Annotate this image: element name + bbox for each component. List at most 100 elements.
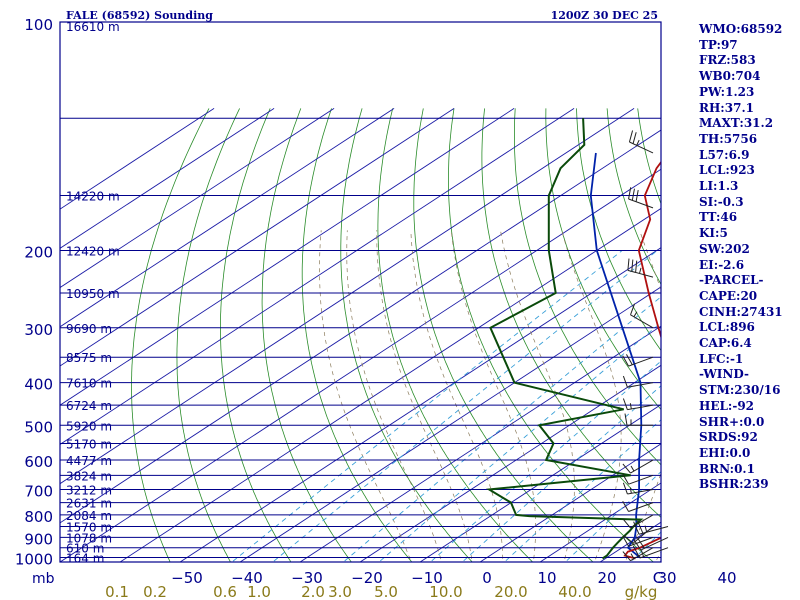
index-row: EI:-2.6	[699, 257, 745, 272]
moist-adiabat	[346, 230, 442, 562]
index-row: SI:-0.3	[699, 194, 744, 209]
barb-staff	[627, 382, 654, 388]
parcel-trace	[589, 152, 643, 559]
mixing-ratio-label: 20.0	[494, 583, 527, 600]
height-label: 1078 m	[66, 531, 112, 545]
dry-adiabat	[340, 108, 473, 562]
index-row: LCL:923	[699, 163, 755, 178]
plot-frame	[59, 21, 662, 563]
pressure-label: 1000	[15, 551, 53, 569]
barb-flag	[632, 132, 637, 144]
wind-barb	[627, 258, 654, 278]
moist-adiabat	[410, 230, 504, 562]
index-row: CAP:6.4	[699, 336, 752, 351]
wind-barb	[622, 500, 654, 512]
barb-flag	[633, 311, 638, 318]
mixing-ratio-line	[503, 419, 661, 562]
isotherm	[60, 108, 455, 367]
isotherm	[479, 443, 661, 562]
index-row: TH:5756	[699, 131, 758, 146]
barb-staff	[632, 526, 654, 544]
barb-flag	[627, 258, 630, 271]
barb-staff	[627, 488, 654, 495]
index-row: TT:46	[699, 210, 738, 225]
index-row: FRZ:583	[699, 53, 756, 68]
index-row: L57:6.9	[699, 147, 750, 162]
barb-staff	[629, 141, 654, 154]
valid-time: 1200Z 30 DEC 25	[550, 9, 658, 22]
isotherm	[60, 108, 635, 485]
dry-adiabat	[514, 108, 661, 466]
index-row: WMO:68592	[699, 22, 783, 36]
mixing-ratio-label: 3.0	[328, 583, 352, 600]
index-row: SHR+:0.0	[699, 414, 765, 429]
mixing-ratio-label: 0.1	[105, 583, 129, 600]
mixing-ratio-line	[231, 250, 623, 562]
pressure-label: 400	[24, 376, 53, 394]
barb-flag	[622, 518, 631, 529]
height-label: 7610 m	[66, 377, 112, 391]
wind-barb-large	[632, 545, 669, 559]
index-row: CAPE:20	[699, 288, 758, 303]
mixing-ratio-line	[564, 471, 661, 562]
index-row: LFC:-1	[699, 351, 744, 366]
mixing-ratio-label: 0.6	[213, 583, 237, 600]
temperature-unit-label: C	[653, 569, 663, 587]
height-label: 3824 m	[66, 469, 112, 483]
dry-adiabat	[413, 108, 594, 562]
barb-staff	[628, 502, 654, 512]
barb-flag	[629, 487, 632, 494]
height-label: 1570 m	[66, 520, 112, 534]
barb-flag	[628, 130, 634, 143]
height-label: 8575 m	[66, 351, 112, 365]
height-label: 164 m	[66, 552, 104, 566]
mixing-ratio-label: 1.0	[247, 583, 271, 600]
barb-flag	[622, 375, 628, 388]
mixing-ratio-label: 0.2	[143, 583, 167, 600]
wind-barb	[622, 514, 654, 529]
mixing-ratio-label: 5.0	[374, 583, 398, 600]
moist-adiabat	[376, 230, 473, 562]
isotherm	[119, 207, 661, 562]
dry-adiabat	[176, 108, 240, 562]
mixing-ratio-label: 10.0	[429, 583, 462, 600]
height-label: 2631 m	[66, 497, 112, 511]
temperature-tick-label: −30	[291, 569, 323, 587]
barb-flag	[636, 536, 645, 549]
isotherm	[60, 108, 515, 406]
index-row: KI:5	[699, 226, 728, 241]
index-row: -PARCEL-	[699, 273, 764, 288]
index-row: BRN:0.1	[699, 461, 755, 476]
index-row: WB0:704	[699, 69, 761, 84]
wind-barb	[622, 535, 654, 547]
isotherm	[60, 168, 661, 562]
index-row: SW:202	[699, 241, 750, 256]
isotherm	[419, 404, 661, 562]
barb-staff	[639, 547, 669, 559]
wind-barb-large	[632, 536, 669, 551]
index-row: SRDS:92	[699, 430, 758, 445]
temperature-tick-label: 0	[482, 569, 492, 587]
wind-barb	[622, 354, 654, 367]
barb-staff	[628, 356, 654, 367]
barb-staff	[640, 536, 669, 551]
isotherm	[179, 247, 661, 562]
mixing-ratio-line	[630, 531, 661, 562]
wind-barb	[630, 303, 654, 329]
barb-staff	[630, 314, 654, 329]
temperature-tick-label: −50	[171, 569, 203, 587]
barb-flag	[622, 551, 631, 562]
mixing-ratio-line	[342, 296, 661, 562]
temperature-tick-label: 10	[537, 569, 556, 587]
barb-flag	[622, 535, 630, 547]
wind-barb	[622, 375, 654, 388]
barb-flag	[633, 521, 640, 535]
temperature-tick-label: 30	[657, 569, 676, 587]
pressure-label: 900	[24, 530, 53, 548]
barb-flag	[626, 354, 633, 365]
height-label: 3212 m	[66, 483, 112, 497]
index-row: BSHR:239	[699, 477, 769, 492]
barb-flag	[630, 303, 636, 315]
pressure-label: 600	[24, 453, 53, 471]
